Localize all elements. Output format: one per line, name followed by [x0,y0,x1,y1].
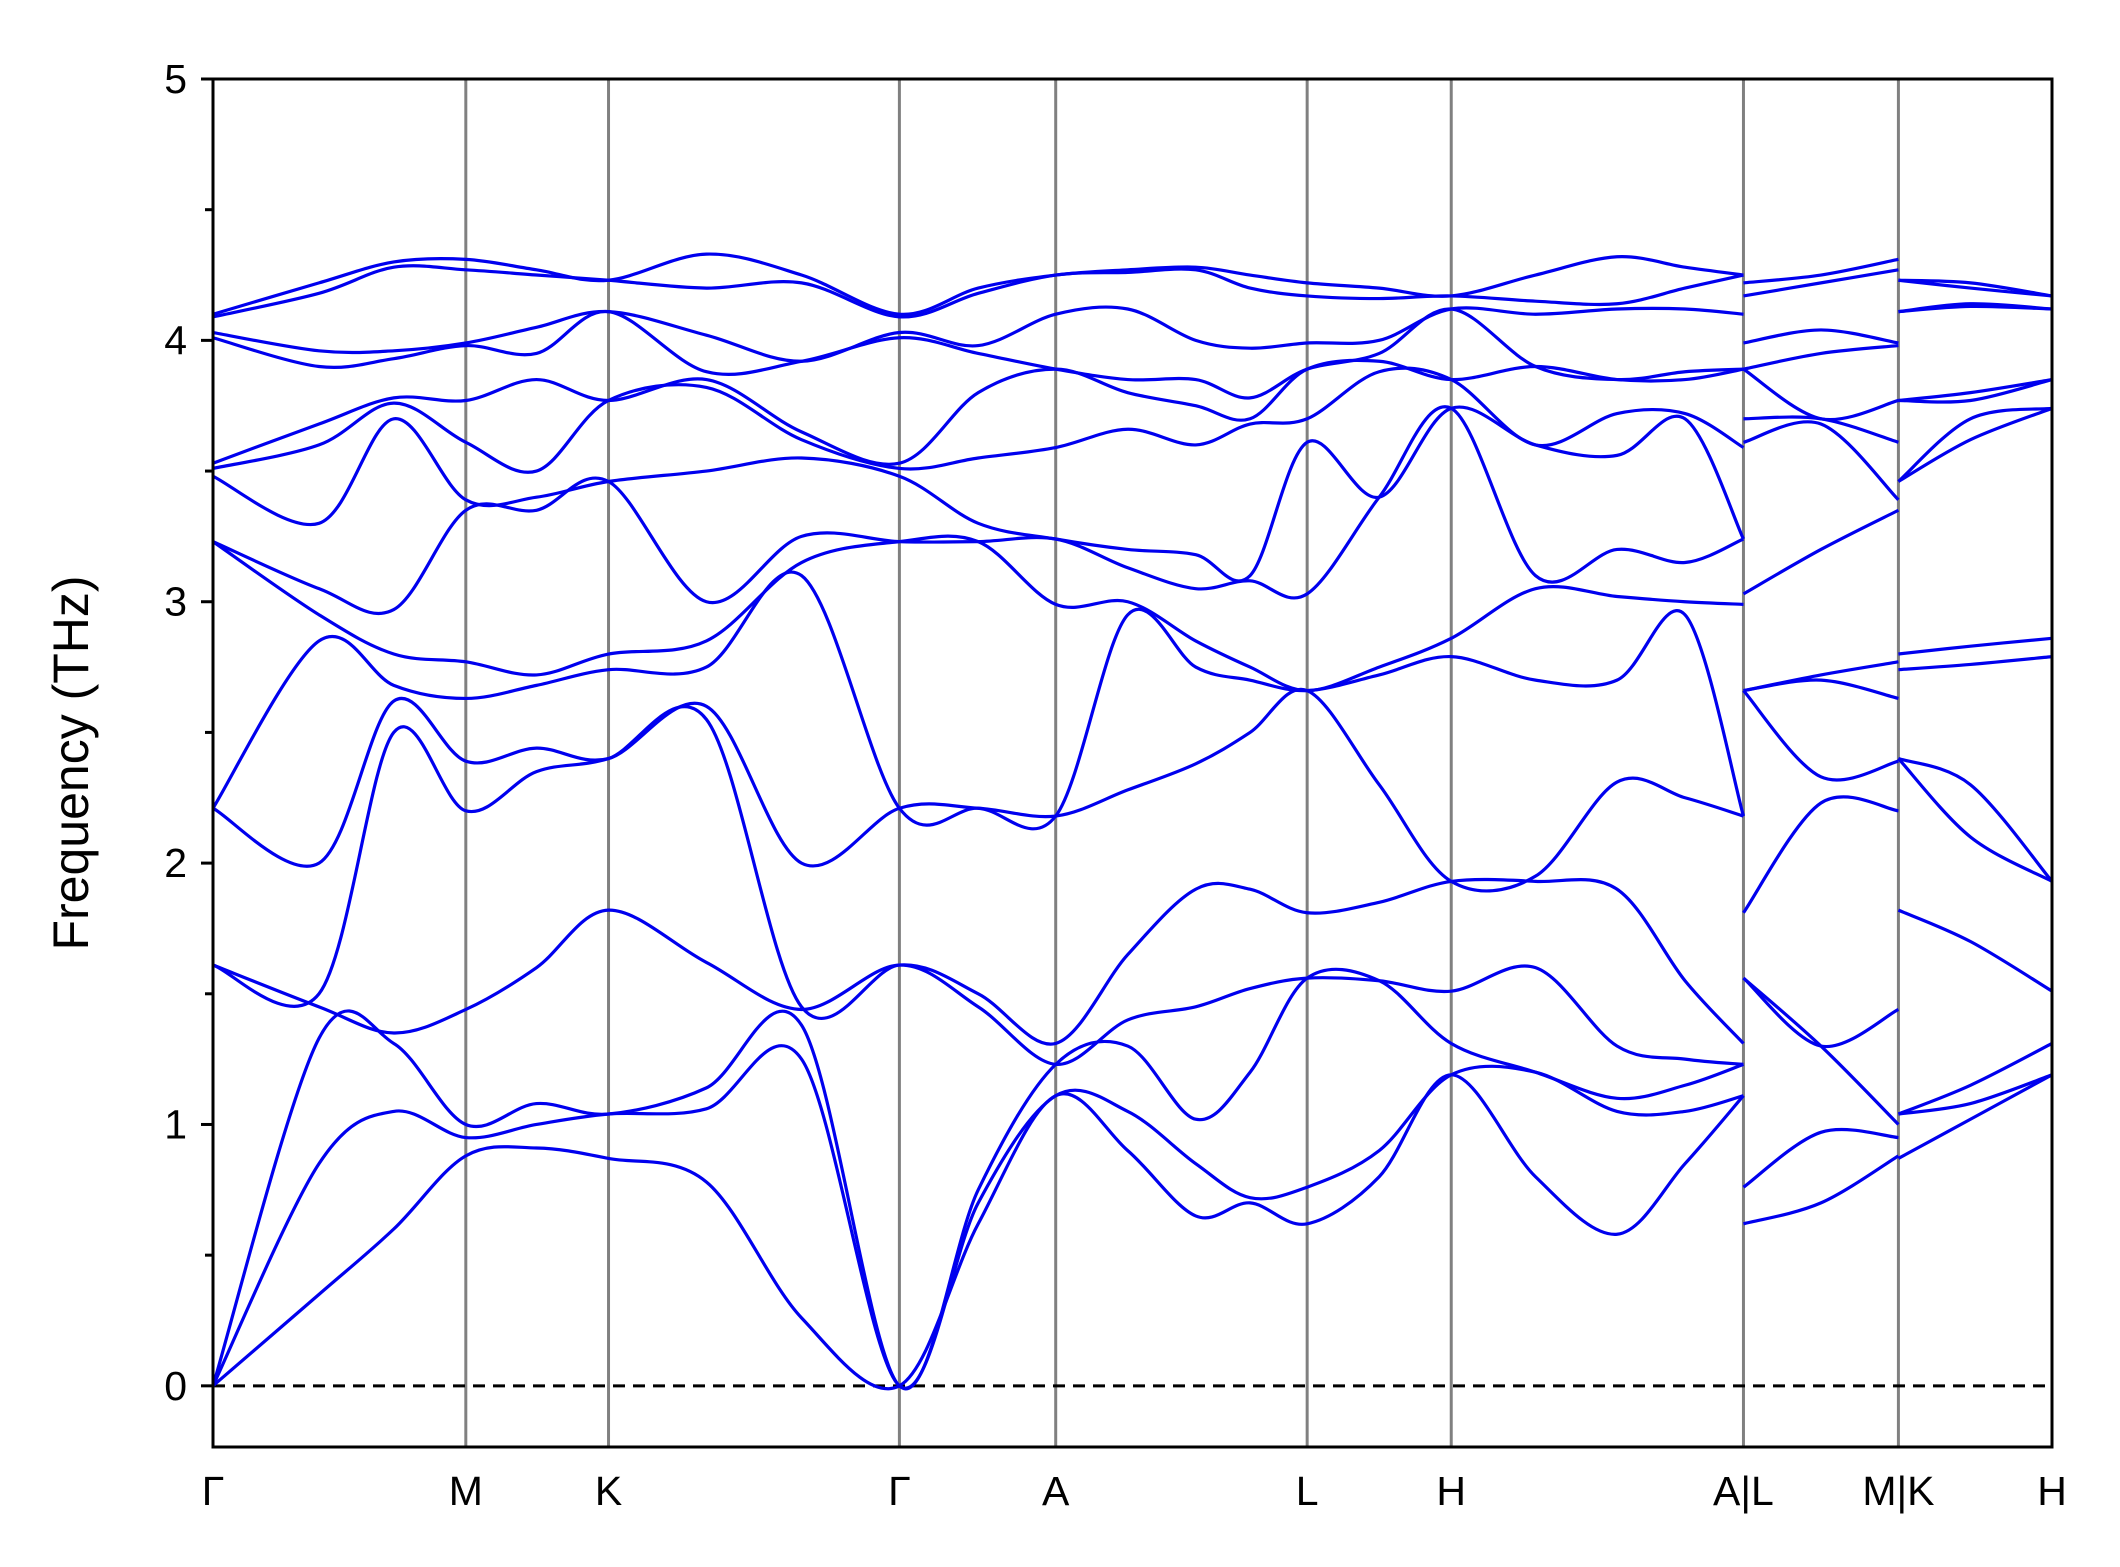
x-tick-label: K [595,1468,622,1514]
x-tick-label: M|K [1862,1468,1934,1514]
band [211,1044,2053,1390]
band [212,534,2053,693]
band [212,405,2053,616]
x-tick-label: Γ [202,1468,225,1514]
band [212,304,2053,400]
y-tick-label: 2 [164,840,187,886]
x-tick-label: M [449,1468,483,1514]
y-tick-label: 5 [164,56,187,102]
plot-frame [211,77,2054,1449]
band [212,687,2054,893]
y-axis-label: Frequency (THz) [43,575,99,950]
band [212,366,2053,474]
band [212,405,2053,583]
band [212,908,2053,1066]
band [212,358,2053,466]
x-tick-label: H [1436,1468,1466,1514]
x-tick-label: A [1042,1468,1070,1514]
x-tick-label: Γ [888,1468,911,1514]
band [212,302,2053,363]
band [211,967,2053,1391]
band [211,1073,2053,1391]
band [212,252,2053,316]
x-tick-label: H [2037,1468,2067,1514]
y-tick-label: 0 [164,1363,187,1409]
y-tick-label: 4 [164,317,187,363]
y-tick-label: 3 [164,579,187,625]
band [211,570,2053,831]
x-tick-label: L [1296,1468,1319,1514]
y-tick-label: 1 [164,1101,187,1147]
x-tick-label: A|L [1713,1468,1774,1514]
band [212,705,2053,1046]
